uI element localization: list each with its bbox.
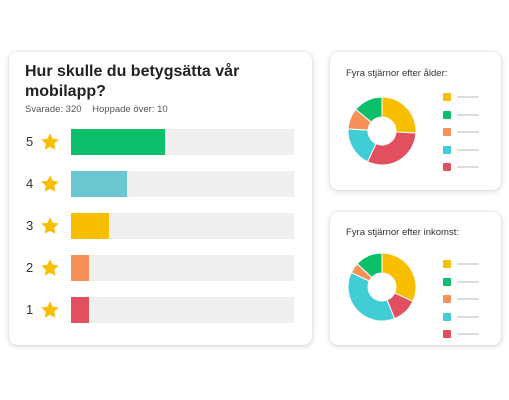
legend-swatch bbox=[443, 295, 451, 303]
rating-bar-track bbox=[71, 171, 294, 197]
star-icon bbox=[41, 301, 59, 318]
rating-row-3: 3 bbox=[9, 212, 312, 240]
star-icon bbox=[41, 175, 59, 192]
donut-slice-4 bbox=[356, 252, 383, 279]
legend-label-placeholder bbox=[457, 315, 479, 318]
legend-item bbox=[443, 260, 483, 268]
age-donut-chart bbox=[347, 96, 417, 166]
rating-bar-fill bbox=[71, 297, 89, 323]
legend-swatch bbox=[443, 93, 451, 101]
legend-item bbox=[443, 312, 483, 321]
star-icon bbox=[41, 259, 59, 276]
age-chart-card: Fyra stjärnor efter ålder: bbox=[330, 52, 501, 190]
legend-swatch bbox=[443, 330, 451, 338]
legend-item bbox=[443, 110, 483, 119]
legend-label-placeholder bbox=[457, 96, 479, 98]
legend-swatch bbox=[443, 260, 451, 268]
rating-label: 4 bbox=[26, 176, 34, 191]
legend-label-placeholder bbox=[457, 148, 479, 151]
legend-swatch bbox=[443, 128, 451, 136]
rating-bar-track bbox=[71, 297, 294, 323]
legend-item bbox=[443, 277, 483, 286]
rating-label: 3 bbox=[26, 218, 34, 233]
answered-count: Svarade: 320 bbox=[25, 104, 82, 115]
star-icon bbox=[41, 217, 59, 234]
donut-slice-4 bbox=[355, 96, 383, 123]
legend-label-placeholder bbox=[457, 333, 479, 335]
donut-slice-0 bbox=[381, 96, 417, 134]
donut-slice-2 bbox=[347, 271, 396, 322]
legend-item bbox=[443, 295, 483, 303]
rating-bar-fill bbox=[71, 129, 165, 155]
legend-label-placeholder bbox=[457, 131, 479, 133]
rating-bar-fill bbox=[71, 171, 127, 197]
donut-slice-0 bbox=[381, 252, 417, 303]
legend-swatch bbox=[443, 312, 451, 321]
legend-swatch bbox=[443, 163, 451, 171]
question-summary-card: Hur skulle du betygsätta vår mobilapp? S… bbox=[9, 52, 312, 345]
donut-slice-1 bbox=[366, 131, 417, 166]
income-chart-title: Fyra stjärnor efter inkomst: bbox=[346, 227, 459, 238]
rating-row-2: 2 bbox=[9, 254, 312, 282]
rating-bar-track bbox=[71, 213, 294, 239]
rating-row-5: 5 bbox=[9, 128, 312, 156]
response-stats: Svarade: 320 Hoppade över: 10 bbox=[25, 104, 176, 115]
legend-label-placeholder bbox=[457, 263, 479, 265]
rating-row-4: 4 bbox=[9, 170, 312, 198]
legend-swatch bbox=[443, 110, 451, 119]
rating-bar-fill bbox=[71, 213, 109, 239]
rating-bar-track bbox=[71, 255, 294, 281]
legend-label-placeholder bbox=[457, 113, 479, 116]
legend-swatch bbox=[443, 145, 451, 154]
rating-label: 2 bbox=[26, 260, 34, 275]
legend-label-placeholder bbox=[457, 280, 479, 283]
legend-item bbox=[443, 128, 483, 136]
star-icon bbox=[41, 133, 59, 150]
legend-swatch bbox=[443, 277, 451, 286]
rating-label: 1 bbox=[26, 302, 34, 317]
rating-bar-track bbox=[71, 129, 294, 155]
skipped-count: Hoppade över: 10 bbox=[92, 104, 168, 115]
legend-label-placeholder bbox=[457, 298, 479, 300]
legend-label-placeholder bbox=[457, 166, 479, 168]
legend-item bbox=[443, 93, 483, 101]
legend-item bbox=[443, 145, 483, 154]
age-chart-title: Fyra stjärnor efter ålder: bbox=[346, 68, 448, 79]
rating-row-1: 1 bbox=[9, 296, 312, 324]
rating-bar-fill bbox=[71, 255, 89, 281]
legend-item bbox=[443, 163, 483, 171]
question-title: Hur skulle du betygsätta vår mobilapp? bbox=[25, 63, 240, 100]
income-chart-card: Fyra stjärnor efter inkomst: bbox=[330, 212, 501, 345]
rating-label: 5 bbox=[26, 134, 34, 149]
legend-item bbox=[443, 330, 483, 338]
income-donut-chart bbox=[347, 252, 417, 322]
